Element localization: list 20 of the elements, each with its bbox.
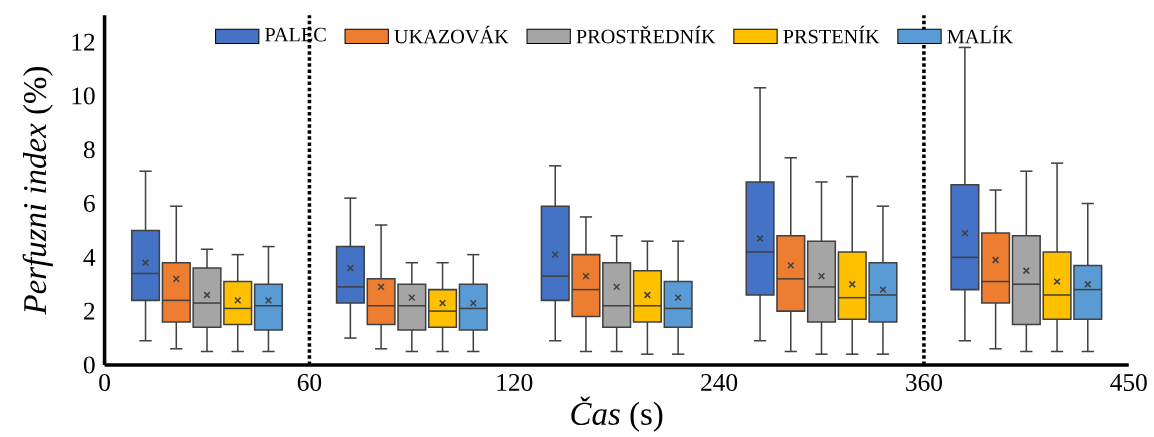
y-tick-label: 2 xyxy=(84,302,95,320)
y-tick-label: 12 xyxy=(72,33,95,51)
y-axis-title: Perfuzni index (%) xyxy=(22,67,53,315)
text: 450 xyxy=(1110,373,1147,391)
text: 240 xyxy=(701,373,738,391)
legend-label: PROSTŘEDNÍK xyxy=(576,25,716,44)
legend-label: PRSTENÍK xyxy=(783,25,880,44)
y-tick-label: 6 xyxy=(84,194,95,212)
text: 60 xyxy=(297,373,322,391)
y-tick-label: 10 xyxy=(72,87,95,105)
text: 360 xyxy=(906,373,942,391)
text: 120 xyxy=(497,373,533,391)
x-axis-title: Čas (s) xyxy=(571,396,663,432)
legend-label: MALÍK xyxy=(947,25,1013,44)
legend-label: PALEC xyxy=(265,27,326,42)
y-tick-label: 8 xyxy=(83,141,95,159)
y-tick-label: 4 xyxy=(83,248,96,266)
text: 0 xyxy=(99,373,110,391)
y-tick-label: 0 xyxy=(83,356,95,374)
legend-label: UKAZOVÁK xyxy=(394,25,509,44)
